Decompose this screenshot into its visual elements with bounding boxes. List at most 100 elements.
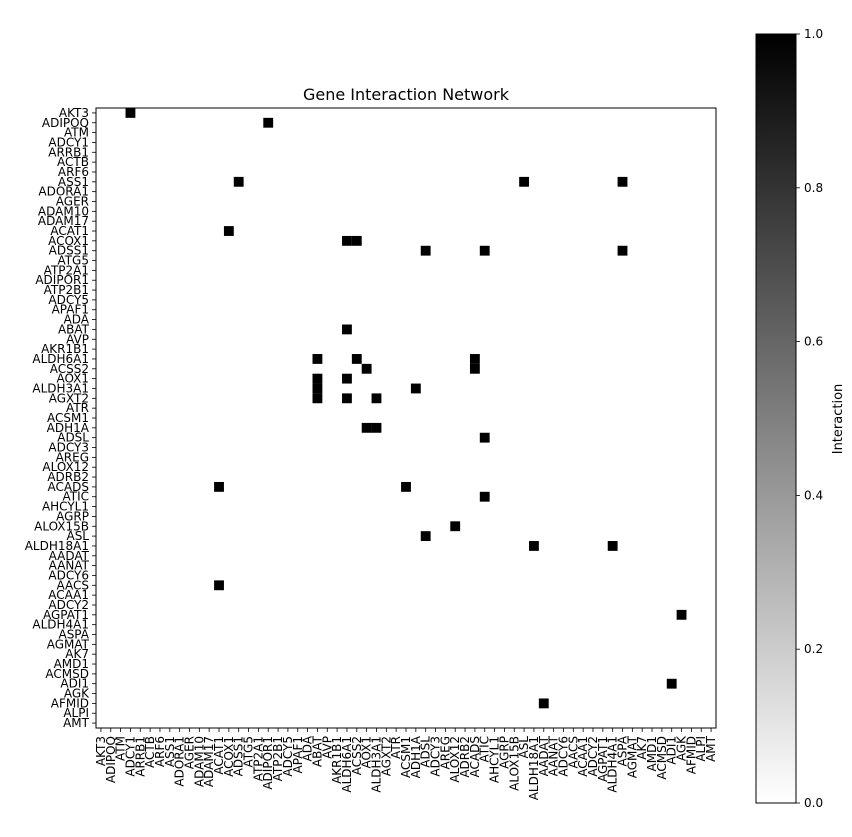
colorbar-tick-label-5: 1.0 <box>804 27 823 41</box>
y-tick-label-53: ASPA <box>58 628 89 642</box>
y-tick-label-49: ACAA1 <box>48 588 89 602</box>
y-tick-label-39: ATIC <box>62 490 89 504</box>
x-tick-label-14: ADSS1 <box>232 736 246 776</box>
x-tick-label-27: AOX1 <box>360 736 374 769</box>
chart-title: Gene Interaction Network <box>303 85 510 104</box>
heatmap-cell-6 <box>342 235 352 246</box>
heatmap-cell-3 <box>519 176 530 187</box>
y-tick-label-62: AMT <box>63 716 90 730</box>
x-tick-label-52: ALDH4A1 <box>606 736 620 793</box>
heatmap-cell-35 <box>676 609 687 620</box>
x-tick-label-47: ADCY6 <box>556 736 570 777</box>
y-tick-label-30: ATR <box>66 401 89 415</box>
x-tick-label-58: ADI1 <box>665 736 679 765</box>
y-tick-label-2: ATM <box>64 126 89 140</box>
x-tick-label-28: ALDH3A1 <box>369 736 383 793</box>
heatmap-cell-21 <box>312 393 323 404</box>
heatmap-cell-17 <box>312 373 323 384</box>
y-tick-label-17: ADIPOR1 <box>35 273 89 287</box>
y-tick-label-5: ACTB <box>57 155 89 169</box>
heatmap-cell-1 <box>263 117 274 128</box>
y-tick-label-45: AADAT <box>49 549 90 563</box>
x-tick-label-23: AVP <box>320 736 334 759</box>
y-tick-label-25: ALDH6A1 <box>32 352 89 366</box>
y-tick-label-32: ADH1A <box>47 421 90 435</box>
heatmap-cell-37 <box>538 698 549 709</box>
colorbar-ticks: 0.0 0.2 0.4 0.6 0.8 1.0 <box>796 27 823 810</box>
y-tick-label-60: AFMID <box>51 696 89 710</box>
x-tick-label-35: AREG <box>438 736 452 769</box>
y-tick-label-56: AMD1 <box>54 657 89 671</box>
colorbar-tick-label-2: 0.4 <box>804 488 823 502</box>
y-tick-label-1: ADIPOQ <box>42 116 89 130</box>
heatmap-cell-10 <box>617 245 628 256</box>
x-tick-label-29: AGXT2 <box>379 736 393 776</box>
heatmap-cell-2 <box>233 176 244 187</box>
y-tick-label-27: AOX1 <box>56 372 89 386</box>
y-tick-label-43: ASL <box>66 529 89 543</box>
x-tick-label-17: ADIPOR1 <box>261 736 275 790</box>
x-tick-label-51: AGPAT1 <box>596 736 610 782</box>
heatmap-cell-18 <box>342 373 352 384</box>
y-axis-ticks: AKT3ADIPOQATMADCY1ARRB1ACTBARF6ASS1ADORA… <box>25 106 96 730</box>
x-tick-label-40: AHCYL1 <box>488 736 502 783</box>
colorbar-label: Interaction <box>831 384 846 455</box>
x-tick-label-41: AGRP <box>497 736 511 769</box>
y-tick-label-22: ABAT <box>58 322 90 336</box>
x-tick-label-45: AADAT <box>537 735 551 776</box>
y-tick-label-14: ADSS1 <box>49 244 89 258</box>
x-tick-label-21: ADA <box>301 735 315 761</box>
x-tick-label-36: ALOX12 <box>448 736 462 783</box>
heatmap-cell-33 <box>607 541 618 551</box>
x-tick-label-4: ARRB1 <box>133 736 147 777</box>
x-tick-label-37: ADRB2 <box>458 736 472 778</box>
y-tick-label-4: ARRB1 <box>48 145 89 159</box>
x-tick-label-10: ADAM10 <box>192 736 206 787</box>
x-tick-label-55: AK7 <box>635 736 649 760</box>
heatmap-cell-4 <box>617 176 628 187</box>
heatmap-cell-25 <box>361 422 372 433</box>
x-tick-label-30: ATR <box>389 736 403 759</box>
y-tick-label-20: APAF1 <box>52 303 89 317</box>
heatmap-cell-16 <box>469 363 480 374</box>
heatmap-cell-34 <box>214 580 224 591</box>
y-tick-label-15: ATG5 <box>57 254 89 268</box>
y-tick-label-48: AACS <box>56 578 89 592</box>
y-tick-label-9: AGER <box>56 194 89 208</box>
x-tick-label-13: ACOX1 <box>222 736 236 777</box>
heatmap-cell-19 <box>312 383 323 394</box>
y-tick-label-3: ADCY1 <box>48 135 89 149</box>
y-tick-label-18: ATP2B1 <box>44 283 89 297</box>
x-tick-label-56: AMD1 <box>645 736 659 771</box>
x-tick-label-22: ABAT <box>310 735 324 767</box>
colorbar-tick-label-1: 0.2 <box>804 642 823 656</box>
y-tick-label-19: ADCY5 <box>48 293 89 307</box>
y-tick-label-37: ADRB2 <box>47 470 89 484</box>
x-tick-label-24: AKR1B1 <box>330 736 344 784</box>
y-tick-label-29: AGXT2 <box>49 391 89 405</box>
x-tick-label-9: AGER <box>182 736 196 769</box>
y-tick-label-28: ALDH3A1 <box>32 381 89 395</box>
y-tick-label-36: ALOX12 <box>42 460 89 474</box>
heatmap-cell-8 <box>420 245 431 256</box>
y-tick-label-6: ARF6 <box>58 165 89 179</box>
y-tick-label-47: ADCY6 <box>48 568 89 582</box>
x-tick-label-53: ASPA <box>616 735 630 766</box>
heatmap-cell-31 <box>420 531 431 542</box>
heatmap-cell-9 <box>479 245 490 256</box>
y-tick-label-46: AANAT <box>49 559 90 573</box>
heatmap-cell-26 <box>479 432 490 443</box>
y-tick-label-23: AVP <box>66 332 89 346</box>
x-tick-label-44: ALDH18A1 <box>527 736 541 800</box>
x-tick-label-32: ADH1A <box>409 735 423 778</box>
y-tick-label-0: AKT3 <box>59 106 89 120</box>
y-tick-label-31: ACSM1 <box>47 411 89 425</box>
heatmap-cell-30 <box>450 521 461 532</box>
y-tick-label-8: ADORA1 <box>38 185 89 199</box>
x-tick-label-39: ATIC <box>478 736 492 763</box>
x-tick-label-54: AGMAT <box>625 735 639 778</box>
y-tick-label-42: ALOX15B <box>34 519 89 533</box>
x-tick-label-1: ADIPOQ <box>104 736 118 783</box>
x-tick-label-48: AACS <box>566 736 580 769</box>
